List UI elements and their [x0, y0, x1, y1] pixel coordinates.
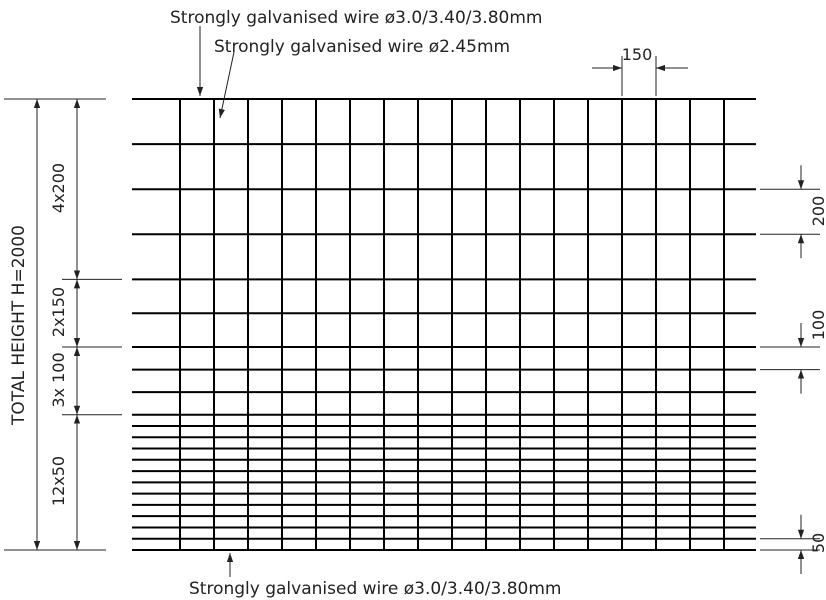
spacing-100-label: 100 [809, 310, 826, 341]
spacing-50-label: 50 [809, 533, 826, 553]
zone-3x100-label: 3x 100 [49, 352, 68, 407]
horizontal-spacing-label: 150 [622, 45, 653, 64]
zone-4x200-label: 4x200 [49, 163, 68, 213]
wire-leaders [196, 26, 235, 577]
inner-wire-leader [218, 51, 235, 119]
top-outer-wire-label: Strongly galvanised wire ø3.0/3.40/3.80m… [170, 8, 542, 28]
zone-2x150-label: 2x150 [49, 287, 68, 337]
inner-wire-label: Strongly galvanised wire ø2.45mm [214, 37, 510, 57]
wire-mesh [132, 98, 756, 551]
zone-12x50-label: 12x50 [49, 456, 68, 506]
total-height-label: TOTAL HEIGHT H=2000 [9, 225, 29, 426]
spacing-200-label: 200 [809, 196, 826, 227]
dimension-lines [4, 56, 820, 574]
bottom-wire-label: Strongly galvanised wire ø3.0/3.40/3.80m… [189, 579, 561, 599]
